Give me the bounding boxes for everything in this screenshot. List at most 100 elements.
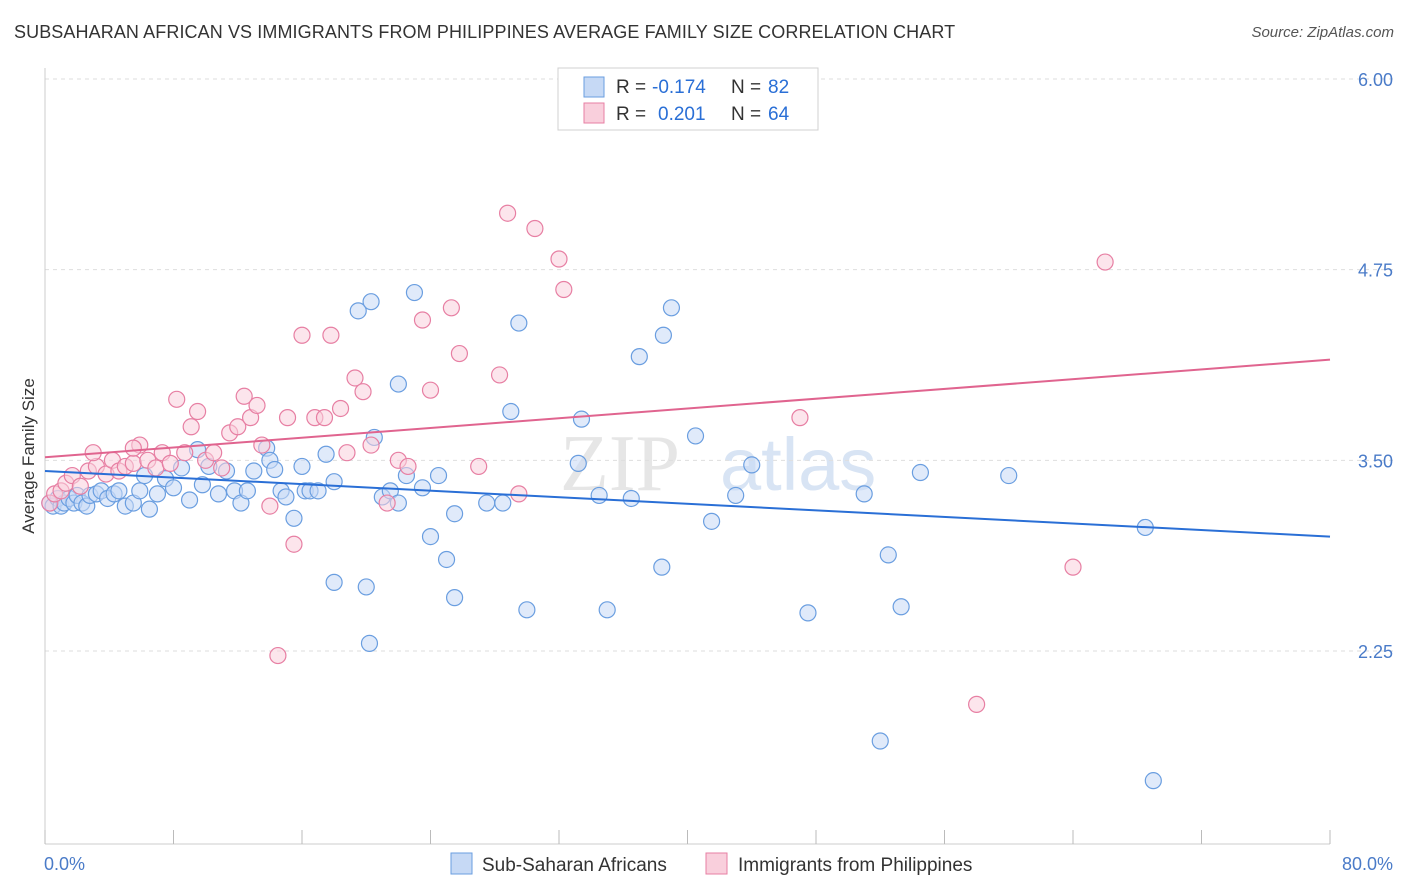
point-subsaharan	[148, 485, 167, 503]
point-subsaharan	[445, 589, 464, 607]
point-philippines	[421, 381, 440, 399]
point-philippines	[213, 459, 231, 477]
point-philippines	[269, 646, 287, 665]
point-philippines	[550, 250, 568, 268]
point-subsaharan	[871, 732, 889, 750]
point-subsaharan	[855, 485, 873, 503]
point-subsaharan	[325, 573, 343, 591]
point-philippines	[235, 387, 253, 405]
series-legend: Sub-Saharan Africans Immigrants from Phi…	[450, 852, 972, 876]
point-subsaharan	[1000, 466, 1018, 485]
point-subsaharan	[131, 482, 149, 500]
point-subsaharan	[309, 482, 327, 500]
point-subsaharan	[437, 550, 456, 569]
point-philippines	[124, 454, 142, 472]
point-subsaharan	[569, 454, 587, 472]
legend-label-subsaharan: Sub-Saharan Africans	[482, 855, 667, 876]
point-philippines	[124, 439, 142, 457]
point-subsaharan	[799, 604, 817, 622]
point-philippines	[278, 409, 297, 427]
y-tick-label: 6.00	[1358, 70, 1393, 90]
trendline-philippines	[44, 358, 1331, 459]
point-subsaharan	[164, 479, 183, 497]
x-ticks	[44, 830, 1331, 844]
point-philippines	[499, 204, 517, 222]
point-subsaharan	[266, 460, 284, 479]
point-subsaharan	[293, 457, 311, 476]
point-subsaharan	[238, 482, 256, 500]
point-philippines	[346, 369, 364, 387]
point-subsaharan	[510, 314, 528, 332]
point-subsaharan	[180, 491, 199, 509]
point-philippines	[205, 444, 223, 462]
point-philippines	[182, 418, 200, 436]
point-subsaharan	[662, 299, 681, 317]
point-subsaharan	[209, 485, 228, 503]
point-philippines	[322, 326, 340, 344]
point-philippines	[490, 366, 509, 384]
point-subsaharan	[277, 488, 295, 506]
trendline-subsaharan	[44, 470, 1331, 538]
point-subsaharan	[622, 489, 640, 508]
point-philippines	[331, 399, 350, 418]
legend-swatch-pink	[705, 852, 728, 875]
stats-r-value-1: -0.174	[652, 77, 706, 98]
point-philippines	[338, 444, 356, 462]
point-subsaharan	[445, 505, 464, 523]
blue-swatch	[583, 76, 605, 98]
point-philippines	[168, 390, 186, 408]
point-subsaharan	[110, 482, 128, 500]
point-subsaharan	[317, 445, 335, 463]
point-subsaharan	[686, 427, 705, 445]
y-tick-label: 3.50	[1358, 451, 1393, 471]
stats-r-label-1: R =	[616, 77, 646, 98]
point-subsaharan	[702, 512, 721, 530]
stats-n-label-2: N =	[731, 104, 761, 125]
point-subsaharan	[727, 486, 745, 505]
point-subsaharan	[654, 326, 673, 344]
point-subsaharan	[590, 486, 608, 505]
point-philippines	[147, 459, 165, 477]
point-philippines	[399, 457, 417, 476]
point-philippines	[285, 535, 303, 553]
point-subsaharan	[598, 601, 616, 619]
point-philippines	[161, 454, 179, 472]
stats-r-value-2: 0.201	[658, 104, 706, 125]
point-subsaharan	[405, 283, 424, 302]
y-tick-label: 2.25	[1358, 642, 1393, 662]
point-subsaharan	[325, 473, 343, 491]
legend-label-philippines: Immigrants from Philippines	[738, 855, 972, 876]
point-philippines	[510, 485, 528, 503]
point-philippines	[470, 457, 488, 476]
point-subsaharan	[572, 410, 591, 428]
point-philippines	[791, 409, 809, 427]
point-philippines	[450, 344, 469, 363]
point-philippines	[413, 311, 432, 329]
point-subsaharan	[653, 558, 671, 576]
point-subsaharan	[630, 348, 648, 366]
point-philippines	[188, 402, 207, 421]
stats-n-value-1: 82	[768, 77, 789, 98]
gridlines	[45, 78, 1393, 652]
point-subsaharan	[911, 463, 930, 482]
point-philippines	[248, 396, 266, 415]
point-subsaharan	[494, 494, 512, 512]
point-subsaharan	[357, 578, 375, 596]
point-subsaharan	[413, 479, 432, 497]
point-subsaharan	[362, 293, 380, 311]
stats-legend: R = -0.174 N = 82 R = 0.201 N = 64	[557, 67, 819, 131]
point-philippines	[315, 409, 334, 427]
y-tick-label: 4.75	[1358, 261, 1393, 281]
x-tick-label-max: 80.0%	[1342, 854, 1393, 874]
point-subsaharan	[349, 302, 367, 320]
point-philippines	[378, 494, 396, 512]
y-tick-labels: 6.00 4.75 3.50 2.25	[1358, 70, 1393, 662]
point-subsaharan	[879, 546, 897, 564]
point-philippines	[176, 444, 194, 462]
point-subsaharan	[193, 476, 212, 494]
point-subsaharan	[140, 500, 159, 518]
point-philippines	[354, 383, 372, 401]
point-philippines	[362, 436, 380, 454]
point-philippines	[555, 280, 573, 299]
point-philippines	[1064, 558, 1082, 576]
